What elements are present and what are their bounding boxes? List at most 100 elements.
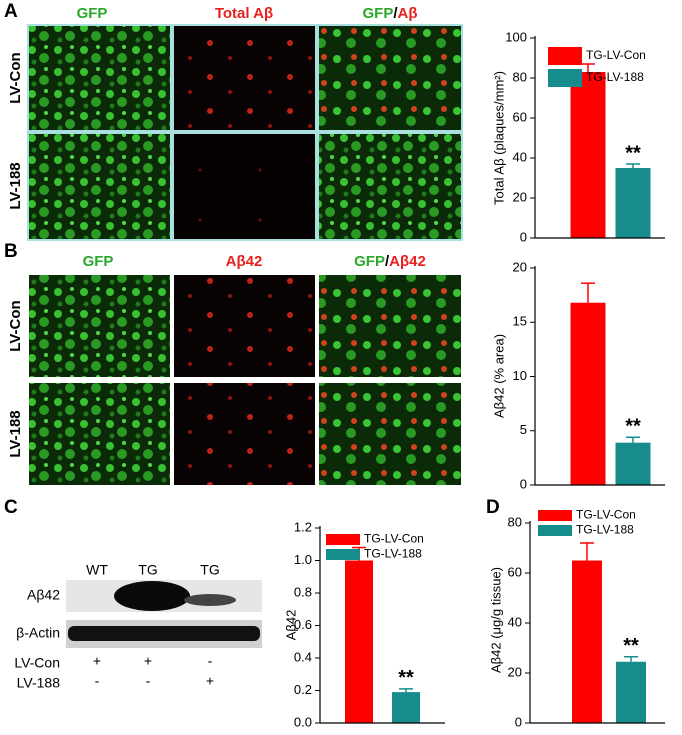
legend-label: TG-LV-Con — [586, 48, 646, 62]
image-grid — [27, 24, 463, 241]
micrograph — [172, 273, 317, 379]
bar — [615, 168, 651, 238]
y-axis-label: Aβ42 (% area) — [491, 334, 506, 418]
legend-label: TG-LV-188 — [586, 70, 644, 84]
y-tick-label: 0 — [520, 229, 527, 244]
y-axis-label: Aβ42 (μg/g tissue) — [488, 567, 503, 673]
label-part: / — [393, 5, 398, 22]
micrograph — [27, 381, 172, 487]
significance: ** — [625, 416, 641, 438]
y-axis-label: Aβ42 — [283, 610, 298, 641]
bar — [616, 661, 646, 723]
legend-swatch — [548, 47, 582, 65]
treatment-mark: + — [93, 653, 101, 669]
significance: ** — [623, 635, 639, 657]
treatment-label: LV-Con — [14, 655, 60, 671]
micrograph — [172, 132, 317, 241]
legend-swatch — [326, 549, 360, 560]
column-label: Aβ42 — [226, 253, 263, 270]
legend-swatch — [326, 534, 360, 545]
micrograph — [27, 132, 172, 241]
treatment-label: LV-188 — [17, 675, 61, 691]
y-tick-label: 60 — [508, 564, 522, 579]
y-tick-label: 15 — [513, 314, 527, 329]
row-label: LV-188 — [7, 410, 24, 457]
micrograph — [317, 24, 463, 132]
y-tick-label: 5 — [520, 422, 527, 437]
significance: ** — [398, 667, 414, 689]
legend-label: TG-LV-Con — [364, 532, 424, 546]
bar — [392, 692, 420, 723]
row-label: LV-Con — [7, 300, 24, 351]
image-grid — [27, 273, 463, 487]
bar — [345, 560, 373, 723]
y-tick-label: 40 — [513, 149, 527, 164]
bar — [572, 560, 602, 723]
panel-label: A — [4, 1, 18, 22]
micrograph — [172, 24, 317, 132]
treatment-mark: + — [206, 673, 214, 689]
micrograph — [27, 273, 172, 379]
panel-label: B — [4, 241, 18, 262]
panel-label: D — [486, 497, 500, 518]
label-part: Aβ42 — [389, 253, 426, 270]
y-tick-label: 1.0 — [294, 552, 312, 567]
lane-label: TG — [200, 562, 219, 578]
label-part: GFP — [83, 253, 114, 270]
y-tick-label: 1.2 — [294, 519, 312, 534]
y-tick-label: 10 — [513, 368, 527, 383]
y-tick-label: 0 — [520, 476, 527, 491]
micrograph — [317, 381, 463, 487]
treatment-mark: - — [95, 673, 100, 689]
y-tick-label: 100 — [505, 29, 527, 44]
column-label: GFP — [83, 253, 114, 270]
micrograph — [317, 132, 463, 241]
y-tick-label: 0.8 — [294, 584, 312, 599]
treatment-mark: + — [144, 653, 152, 669]
treatment-mark: - — [208, 653, 213, 669]
column-label: GFP/Aβ — [362, 5, 417, 22]
blot-band — [68, 626, 260, 641]
label-part: Aβ — [398, 5, 418, 22]
y-tick-label: 80 — [508, 514, 522, 529]
row-label: LV-188 — [7, 162, 24, 209]
bar — [570, 72, 606, 238]
legend-swatch — [548, 69, 582, 87]
y-tick-label: 0.0 — [294, 714, 312, 729]
y-tick-label: 40 — [508, 614, 522, 629]
y-tick-label: 0.2 — [294, 682, 312, 697]
label-part: GFP — [362, 5, 393, 22]
legend-swatch — [538, 525, 572, 536]
column-label: Total Aβ — [215, 5, 273, 22]
y-tick-label: 20 — [513, 189, 527, 204]
row-label: LV-Con — [7, 52, 24, 103]
legend-label: TG-LV-188 — [576, 523, 634, 537]
y-tick-label: 0 — [515, 714, 522, 729]
label-part: GFP — [77, 5, 108, 22]
label-part: Aβ42 — [226, 253, 263, 270]
label-part: Total Aβ — [215, 5, 273, 22]
significance: ** — [625, 142, 641, 164]
blot-band — [184, 594, 236, 606]
y-tick-label: 80 — [513, 69, 527, 84]
y-tick-label: 20 — [513, 259, 527, 274]
lane-label: WT — [86, 562, 108, 578]
legend-swatch — [538, 510, 572, 521]
y-tick-label: 0.4 — [294, 649, 312, 664]
legend-label: TG-LV-Con — [576, 508, 636, 522]
micrograph — [172, 381, 317, 487]
column-label: GFP — [77, 5, 108, 22]
column-label: GFP/Aβ42 — [354, 253, 426, 270]
band-label: β-Actin — [16, 625, 60, 641]
label-part: GFP — [354, 253, 385, 270]
legend-label: TG-LV-188 — [364, 547, 422, 561]
treatment-mark: - — [146, 673, 151, 689]
panel-label: C — [4, 497, 18, 518]
lane-label: TG — [138, 562, 157, 578]
y-tick-label: 20 — [508, 664, 522, 679]
micrograph — [317, 273, 463, 379]
y-axis-label: Total Aβ (plaques/mm²) — [491, 71, 506, 205]
micrograph — [27, 24, 172, 132]
western-blot: WT TG TG Aβ42 β-Actin LV-Con LV-188 + + … — [14, 562, 262, 691]
